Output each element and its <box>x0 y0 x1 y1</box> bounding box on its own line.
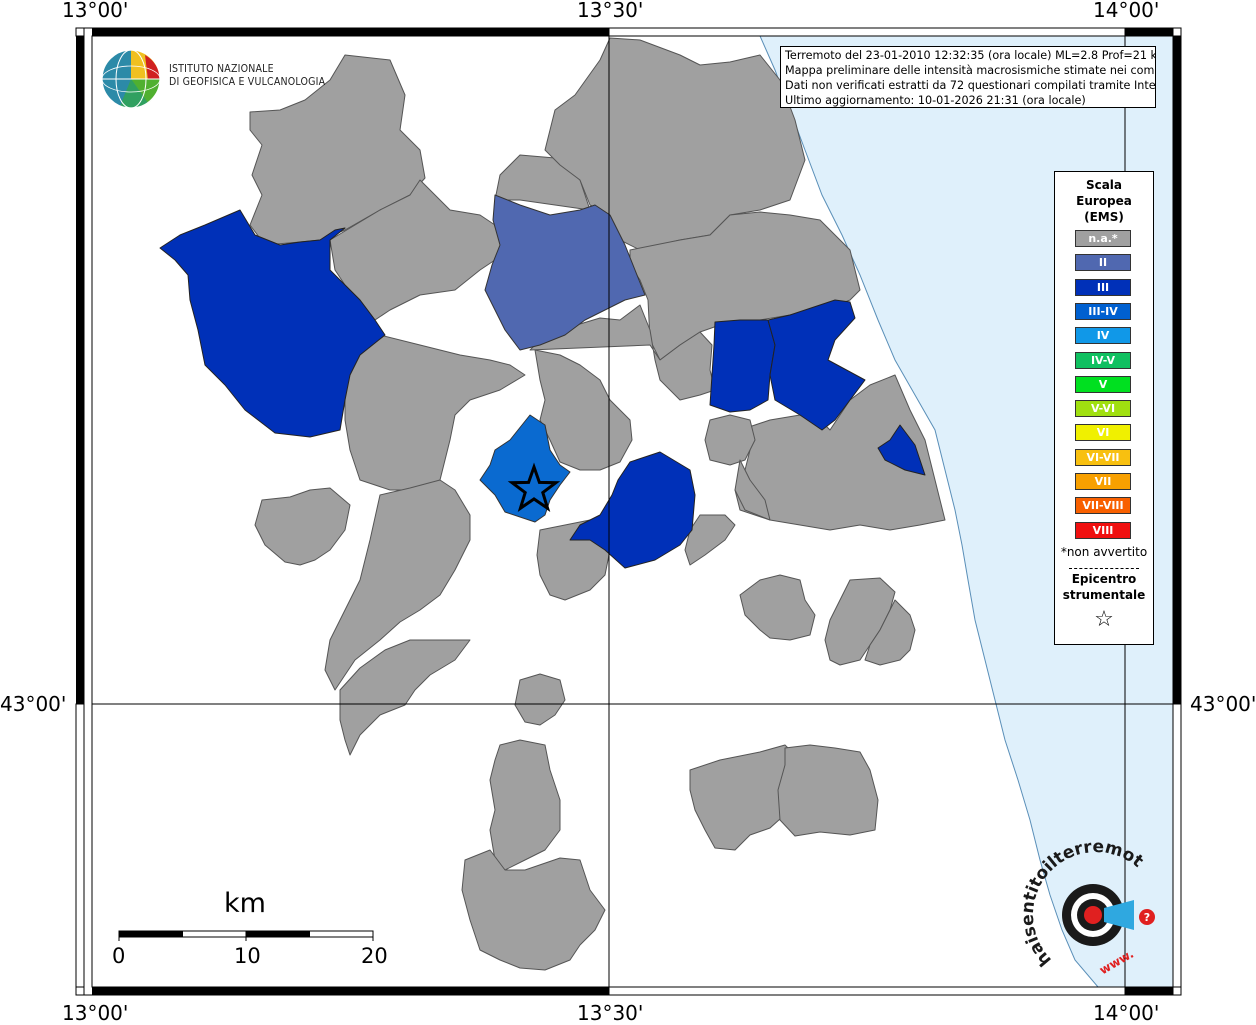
legend-item-vii: VII <box>1075 473 1131 490</box>
scale-bar <box>118 930 374 941</box>
map-frame <box>75 27 1182 996</box>
epicenter-star <box>507 462 561 512</box>
municipalities-not-felt <box>249 37 946 971</box>
legend-title-line3: (EMS) <box>1084 210 1124 224</box>
municipality-intensity-III-IV <box>479 414 571 523</box>
legend-epicenter-line2: strumentale <box>1062 588 1146 602</box>
coord-top-1330: 13°30' <box>577 0 644 22</box>
legend-epicenter-label: Epicentro strumentale <box>1055 571 1153 603</box>
coord-top-1400: 14°00' <box>1093 0 1160 22</box>
municipalities-intensity-III <box>159 209 926 569</box>
legend-title-line2: Europea <box>1076 194 1132 208</box>
legend-epicenter-line1: Epicentro <box>1071 572 1137 586</box>
coord-bottom-1300: 13°00' <box>62 1001 129 1025</box>
municipality-intensity-II <box>484 194 646 351</box>
info-line4: Ultimo aggiornamento: 10-01-2026 21:31 (… <box>785 94 1086 107</box>
legend-item-ii: II <box>1075 254 1131 272</box>
ingv-globe-icon <box>101 49 161 109</box>
coord-right-4300: 43°00' <box>1190 692 1256 716</box>
ems-legend: Scala Europea (EMS) n.a.* II III III-IV IV IV… <box>1054 171 1154 645</box>
ingv-line2: DI GEOFISICA E VULCANOLOGIA <box>169 76 326 88</box>
earthquake-info-box: Terremoto del 23-01-2010 12:32:35 (ora l… <box>780 46 1156 108</box>
legend-item-n-a: n.a.* <box>1075 230 1131 247</box>
legend-item-v: V <box>1075 375 1131 393</box>
legend-note: *non avvertito <box>1060 545 1148 559</box>
scale-tick-10: 10 <box>234 944 261 968</box>
coord-left-4300: 43°00' <box>0 692 67 716</box>
info-line2: Mappa preliminare delle intensità macros… <box>785 64 1156 77</box>
scale-tick-0: 0 <box>112 944 126 968</box>
legend-title: Scala Europea (EMS) <box>1055 177 1153 225</box>
legend-separator <box>1069 568 1139 569</box>
scale-unit: km <box>224 888 266 919</box>
legend-star-icon: ☆ <box>1094 607 1114 632</box>
info-line1: Terremoto del 23-01-2010 12:32:35 (ora l… <box>785 49 1156 62</box>
legend-title-line1: Scala <box>1085 178 1123 192</box>
coord-bottom-1330: 13°30' <box>577 1001 644 1025</box>
coord-bottom-1400: 14°00' <box>1093 1001 1160 1025</box>
scale-tick-20: 20 <box>361 944 388 968</box>
legend-item-viii: VIII <box>1075 521 1131 539</box>
ingv-logo-text: ISTITUTO NAZIONALE DI GEOFISICA E VULCAN… <box>169 63 325 89</box>
ingv-line1: ISTITUTO NAZIONALE <box>169 63 274 75</box>
svg-text:?: ? <box>1144 911 1150 924</box>
legend-item-v-vi: V-VI <box>1075 400 1131 418</box>
legend-item-iv: IV <box>1075 327 1131 345</box>
legend-item-vi: VI <box>1075 424 1131 442</box>
legend-item-vi-vii: VI-VII <box>1075 448 1131 466</box>
legend-item-iv-v: IV-V <box>1075 351 1131 369</box>
legend-item-iii-iv: III-IV <box>1075 302 1131 320</box>
legend-item-iii: III <box>1075 278 1131 296</box>
coord-top-1300: 13°00' <box>62 0 129 22</box>
legend-item-vii-viii: VII-VIII <box>1075 497 1131 515</box>
info-line3: Dati non verificati estratti da 72 quest… <box>785 79 1156 92</box>
